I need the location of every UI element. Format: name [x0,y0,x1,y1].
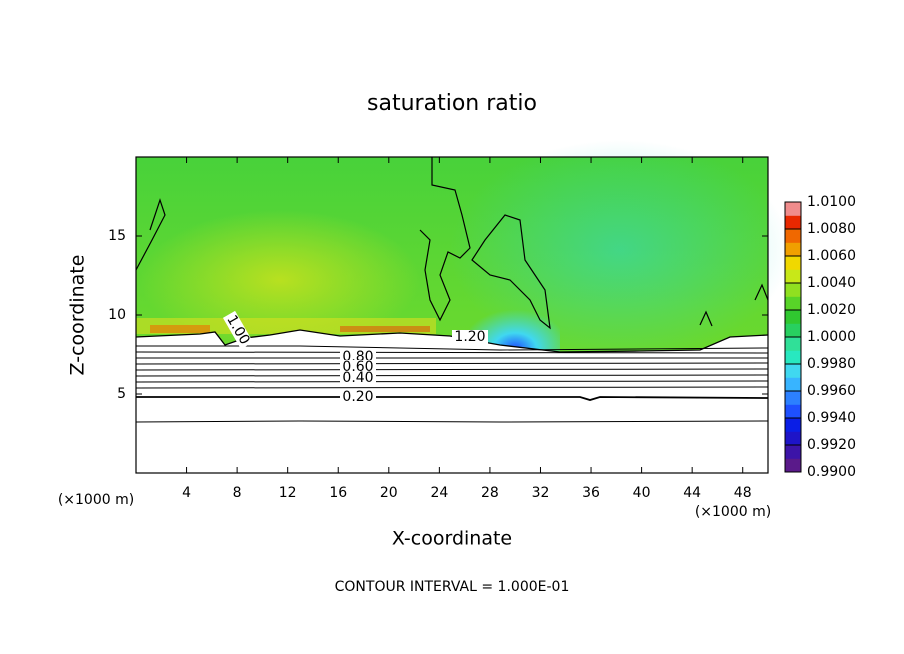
x-tick-label: 48 [734,485,752,501]
colorbar-band [785,404,801,419]
x-tick-label: 28 [481,485,499,501]
x-tick-label: 4 [182,485,191,501]
contour-line [419,157,471,322]
colorbar-tick-label: 0.9900 [807,464,856,480]
field-patch [340,326,430,332]
colorbar-tick-label: 0.9940 [807,410,856,426]
contour-line [136,396,769,401]
colorbar-band [785,202,801,216]
colorbar-band [785,296,801,311]
contour-line [135,198,166,271]
x-tick-label: 20 [380,485,398,501]
contour-label: 1.20 [454,329,485,345]
colorbar-tick-label: 0.9960 [807,383,856,399]
contour-label-bg [340,371,376,385]
x-tick-label: 8 [233,485,242,501]
x-tick-label: 40 [633,485,651,501]
x-tick-label: 16 [329,485,347,501]
contour-line [699,310,713,327]
contour-label: 0.40 [342,370,373,386]
x-tick-label: 12 [279,485,297,501]
contour-line [135,362,769,365]
contour-label-bg [340,360,376,374]
contour-line [135,368,769,371]
field-patch [140,210,420,350]
contour-label-bg [452,330,488,344]
colorbar-band [785,323,801,338]
colorbar-tick-label: 0.9920 [807,437,856,453]
contour-lines [135,157,769,423]
chart-title: saturation ratio [367,91,537,116]
colorbar-band [785,283,801,297]
colorbar-band [785,431,801,446]
colorbar-band [785,350,801,365]
contour-label-bg [340,390,376,404]
x-tick-label: 44 [683,485,701,501]
colorbar-band [785,242,801,257]
contour-line [135,329,769,353]
x-axis-label: X-coordinate [392,528,512,550]
contour-label: 0.20 [342,389,373,405]
contour-line [135,374,769,377]
footer-note: CONTOUR INTERVAL = 1.000E-01 [335,579,570,595]
x-tick-label: 32 [532,485,550,501]
colorbar-tick-label: 1.0060 [807,248,856,264]
colorbar-band [785,418,801,432]
contour-line [136,345,769,351]
colorbar-band [785,215,801,230]
colorbar-tick-label: 0.9980 [807,356,856,372]
colorbar-band [785,229,801,243]
y-axis-label: Z-coordinate [67,255,89,376]
contour-line [135,420,769,423]
colorbar-band [785,364,801,378]
colorbar-band [785,310,801,324]
contour-line [135,351,769,354]
contour-line [135,380,769,383]
contour-line [471,214,551,330]
y-tick-label: 5 [117,386,126,402]
colorbar-tick-label: 1.0040 [807,275,856,291]
colorbar-tick-label: 1.0080 [807,221,856,237]
colorbar-band [785,445,801,459]
y-tick-label: 15 [108,228,126,244]
field-patch [150,325,210,333]
field [135,140,790,474]
colorbar-band [785,269,801,284]
cloud-free-region [136,330,768,473]
x-tick-label: 36 [582,485,600,501]
contour-label-bg [222,310,254,350]
colorbar-tick-label: 1.0000 [807,329,856,345]
x-tick-label: 24 [430,485,448,501]
contour-line [754,283,769,301]
colorbar-band [785,391,801,405]
colorbar-band [785,256,801,270]
y-unit-label: (×1000 m) [58,492,134,508]
colorbar-band [785,458,801,473]
colorbar-tick-label: 1.0020 [807,302,856,318]
colorbar-tick-label: 1.0100 [807,194,856,210]
x-unit-label: (×1000 m) [695,504,771,520]
field-patch [136,318,436,334]
y-tick-label: 10 [108,307,126,323]
colorbar-band [785,377,801,392]
contour-line [135,386,769,389]
colorbar-band [785,337,801,351]
